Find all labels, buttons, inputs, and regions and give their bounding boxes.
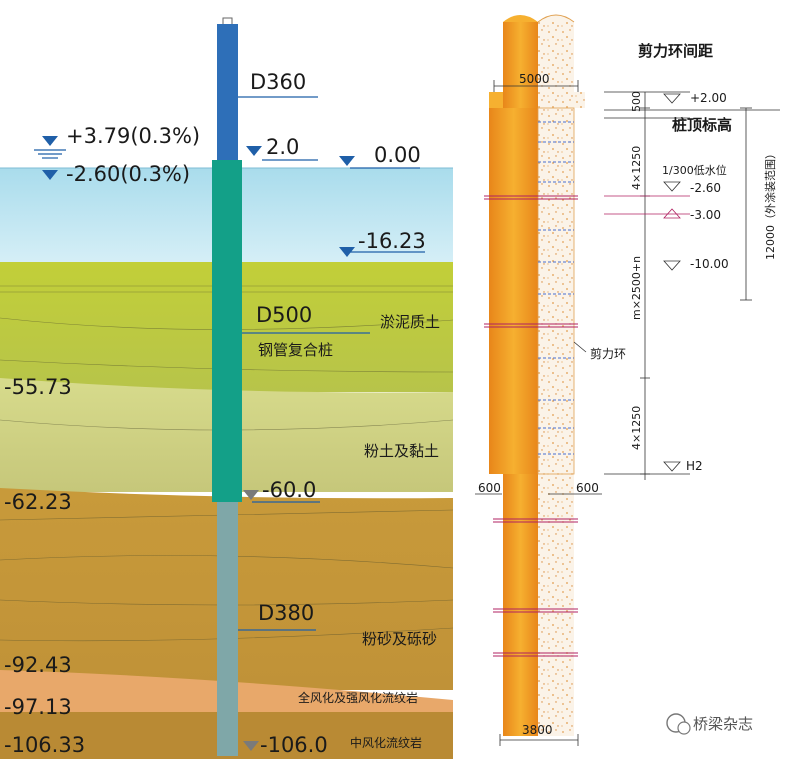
pile-mid-diameter: D500 — [256, 303, 312, 327]
dim-12000: 12000（外涂装范围） — [763, 148, 777, 260]
seabed-elevation: -16.23 — [358, 229, 426, 253]
steel-bottom-marker-icon — [243, 490, 259, 500]
layer-rock2-label: 中风化流纹岩 — [350, 735, 422, 750]
dim-600-left: 600 — [478, 481, 501, 495]
water-high-icon — [42, 136, 58, 146]
elev-10: -10.00 — [690, 257, 729, 271]
elevation-e2: -62.23 — [4, 490, 72, 514]
pile-top-diameter: D360 — [250, 70, 306, 94]
pile-top-elevation: 2.0 — [266, 135, 299, 159]
pile-section-drawing — [484, 14, 585, 736]
water-level-symbols — [34, 136, 355, 751]
watermark-text: 桥梁杂志 — [693, 715, 753, 733]
elev-3-marker-icon — [663, 208, 681, 219]
low-water-label: 1/300低水位 — [662, 163, 727, 177]
elevation-e1: -55.73 — [4, 375, 72, 399]
elevation-e3: -92.43 — [4, 653, 72, 677]
section-breaks — [484, 195, 578, 657]
pile-top-marker-icon — [246, 146, 262, 156]
elev-3: -3.00 — [690, 208, 721, 222]
leader-lines — [238, 96, 425, 631]
shear-ring-label: 剪力环 — [590, 346, 626, 361]
dimension-lines — [475, 80, 780, 746]
shear-rings — [538, 121, 574, 455]
dim-500: 500 — [630, 91, 643, 112]
dim-mx2500: m×2500+n — [630, 256, 643, 320]
dim-top-width: 5000 — [519, 72, 550, 86]
pile-top-section — [217, 24, 238, 160]
layer-rock1-label: 全风化及强风化流纹岩 — [298, 690, 418, 705]
water-low-icon — [42, 170, 58, 180]
dim-600-right: 600 — [576, 481, 599, 495]
elevation-marker-icons — [663, 93, 681, 472]
composite-pile — [212, 17, 242, 756]
datum-elevation: 0.00 — [374, 143, 421, 167]
pile-bottom-marker-icon — [243, 741, 259, 751]
water-low-label: -2.60(0.3%) — [66, 162, 190, 186]
elev-top-label: 桩顶标高 — [672, 116, 732, 134]
pile-mid-name: 钢管复合桩 — [258, 341, 333, 359]
layer-clay-label: 粉土及黏土 — [364, 442, 439, 460]
seabed-marker-icon — [339, 247, 355, 257]
water-high-label: +3.79(0.3%) — [66, 124, 200, 148]
layer-silt-label: 淤泥质土 — [380, 313, 440, 331]
steel-bottom-elevation: -60.0 — [262, 478, 316, 502]
pile-bottom-section — [217, 502, 238, 756]
pile-bottom-elevation: -106.0 — [260, 733, 328, 757]
datum-marker-icon — [339, 156, 355, 166]
elev-water: -2.60 — [690, 181, 721, 195]
watermark: 桥梁杂志 — [666, 713, 753, 735]
dim-bottom-width: 3800 — [522, 723, 553, 737]
elev-water-marker-icon — [663, 181, 681, 192]
elev-h2-marker-icon — [663, 461, 681, 472]
elev-top-marker-icon — [663, 93, 681, 104]
pile-bottom-diameter: D380 — [258, 601, 314, 625]
elev-h2: H2 — [686, 459, 703, 473]
elevation-e5: -106.33 — [4, 733, 85, 757]
elev-10-marker-icon — [663, 260, 681, 271]
layer-sand-label: 粉砂及砾砂 — [362, 630, 437, 648]
elev-top: +2.00 — [690, 91, 727, 105]
shear-spacing-title: 剪力环间距 — [638, 42, 713, 60]
dim-4x1250-top: 4×1250 — [630, 146, 643, 190]
steel-casing — [489, 108, 538, 474]
dim-4x1250-bottom: 4×1250 — [630, 406, 643, 450]
pile-steel-section — [212, 160, 242, 502]
elevation-e4: -97.13 — [4, 695, 72, 719]
